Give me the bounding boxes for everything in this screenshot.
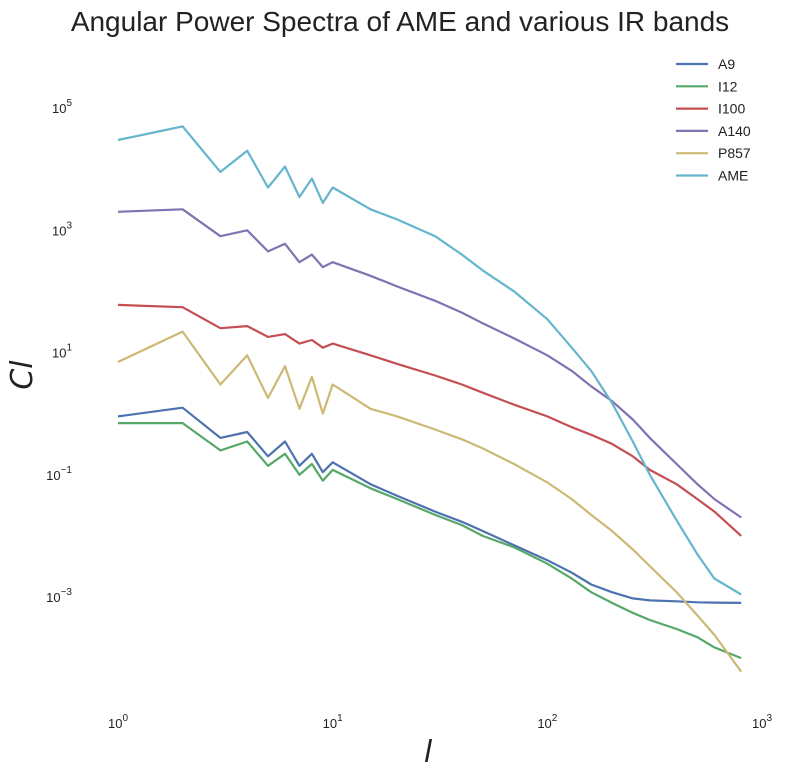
legend-label-i100: I100 [718,101,745,117]
series-line-i12 [118,422,742,660]
y-tick-label: 10−3 [46,587,72,605]
legend-label-a9: A9 [718,56,735,72]
legend-label-a140: A140 [718,123,751,139]
series-line-ame [117,125,742,596]
series-line-p857 [117,330,743,673]
legend: A9 I12 I100 A140 P857 AME [676,56,751,184]
y-tick-label: 101 [52,343,72,361]
y-tick-label: 103 [52,220,72,238]
y-tick-label: 10−1 [46,465,72,483]
x-tick-label: 102 [537,713,557,731]
y-tick-labels: 105 103 101 10−1 10−3 [46,98,72,605]
legend-label-i12: I12 [718,78,738,94]
series-lines [117,125,743,673]
x-tick-label: 100 [108,713,128,731]
x-tick-label: 101 [323,713,343,731]
series-line-a9 [117,406,742,604]
series-line-a140 [117,208,742,519]
x-tick-label: 103 [752,713,772,731]
x-axis-label: l [424,735,433,770]
series-line-i100 [117,303,742,537]
y-axis-label: Cl [5,360,40,390]
chart-title: Angular Power Spectra of AME and various… [70,6,730,37]
y-tick-label: 105 [52,98,72,116]
x-tick-labels: 100 101 102 103 [108,713,772,731]
legend-label-p857: P857 [718,145,751,161]
legend-label-ame: AME [718,168,748,184]
